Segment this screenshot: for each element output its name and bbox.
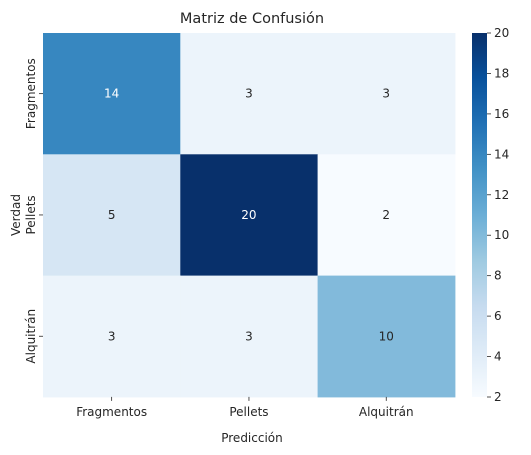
colorbar-tick-label: 10 <box>494 228 509 242</box>
heatmap-annotations: 14 3 3 5 20 2 3 3 10 <box>104 87 394 344</box>
y-tick-label: Alquitrán <box>24 309 38 364</box>
heatmap-cell <box>180 33 319 155</box>
x-tick-label: Fragmentos <box>76 405 147 419</box>
cell-value-label: 3 <box>108 329 116 343</box>
heatmap-cell <box>43 154 181 277</box>
colorbar-tick-label: 4 <box>494 350 502 364</box>
heatmap-cell <box>317 275 456 398</box>
colorbar-tick-label: 18 <box>494 66 509 80</box>
cell-value-label: 10 <box>379 329 394 343</box>
heatmap-cell <box>180 154 319 277</box>
heatmap-cell <box>180 275 319 398</box>
heatmap-cell <box>43 33 181 155</box>
cell-value-label: 5 <box>108 208 116 222</box>
y-axis-ticks: Fragmentos Pellets Alquitrán <box>24 58 43 364</box>
cell-value-label: 3 <box>382 87 390 101</box>
cell-value-label: 3 <box>245 329 253 343</box>
colorbar-ticks: 2 4 6 8 10 12 14 16 18 20 <box>487 26 509 404</box>
heatmap-cells <box>43 33 456 398</box>
cell-value-label: 3 <box>245 87 253 101</box>
x-axis-label: Predicción <box>221 431 283 445</box>
heatmap-cell <box>317 154 456 277</box>
y-tick-label: Fragmentos <box>24 58 38 129</box>
cell-value-label: 2 <box>382 208 390 222</box>
y-axis-label: Verdad <box>9 194 23 236</box>
heatmap-cell <box>317 33 456 155</box>
x-tick-label: Pellets <box>229 405 268 419</box>
chart-title: Matriz de Confusión <box>180 11 324 27</box>
colorbar-tick-label: 20 <box>494 26 509 40</box>
heatmap-cell <box>43 275 181 398</box>
y-tick-label: Pellets <box>24 195 38 234</box>
colorbar-tick-label: 12 <box>494 188 509 202</box>
x-tick-label: Alquitrán <box>359 405 414 419</box>
cell-value-label: 14 <box>104 87 119 101</box>
colorbar-tick-label: 8 <box>494 269 502 283</box>
cell-value-label: 20 <box>241 208 256 222</box>
colorbar-tick-label: 2 <box>494 390 502 404</box>
colorbar-tick-label: 6 <box>494 309 502 323</box>
colorbar-tick-label: 16 <box>494 107 509 121</box>
colorbar <box>472 33 487 397</box>
x-axis-ticks: Fragmentos Pellets Alquitrán <box>76 396 414 419</box>
colorbar-tick-label: 14 <box>494 147 509 161</box>
